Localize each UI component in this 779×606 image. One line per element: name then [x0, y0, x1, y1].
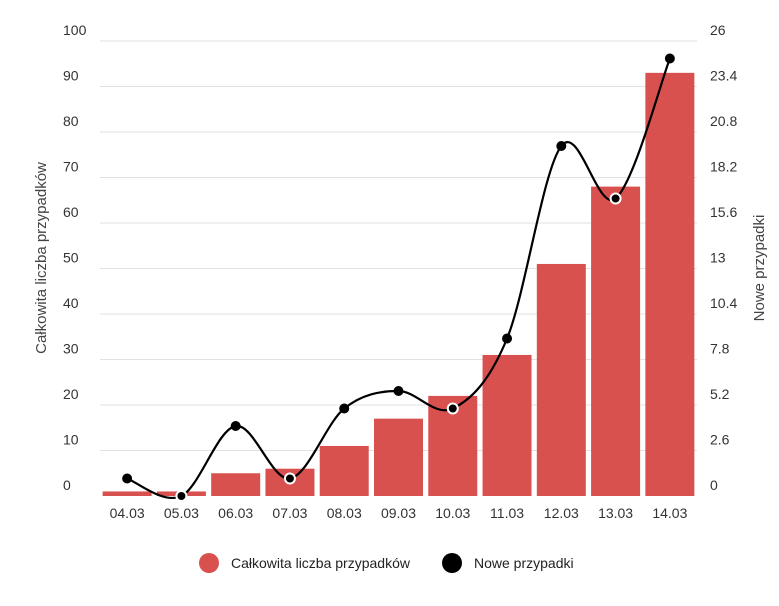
bar[interactable]	[536, 263, 586, 496]
x-tick-label: 10.03	[435, 505, 470, 521]
left-tick-label: 90	[63, 68, 79, 84]
x-tick-label: 11.03	[490, 505, 524, 521]
right-tick-label: 5.2	[710, 386, 730, 402]
x-tick-label: 05.03	[164, 505, 199, 521]
line-point[interactable]	[502, 333, 513, 344]
line-point[interactable]	[283, 472, 296, 485]
legend: Całkowita liczba przypadków Nowe przypad…	[199, 553, 574, 573]
right-tick-label: 26	[710, 22, 726, 38]
x-axis-ticks: 04.03 05.03 06.03 07.03 08.03 09.03 10.03 11.03…	[110, 505, 688, 521]
line-point[interactable]	[175, 490, 188, 502]
bar[interactable]	[211, 473, 261, 496]
line-point[interactable]	[339, 403, 350, 414]
right-tick-label: 10.4	[710, 295, 737, 311]
left-tick-label: 70	[63, 159, 79, 175]
bar[interactable]	[102, 491, 152, 496]
right-tick-label: 20.8	[710, 113, 737, 129]
bar[interactable]	[482, 354, 532, 496]
left-tick-label: 10	[63, 432, 79, 448]
right-tick-label: 2.6	[710, 432, 730, 448]
legend-item-total[interactable]: Całkowita liczba przypadków	[199, 553, 411, 573]
x-tick-label: 08.03	[327, 505, 362, 521]
right-axis-title: Nowe przypadki	[751, 215, 768, 322]
left-tick-label: 100	[63, 22, 87, 38]
x-tick-label: 09.03	[381, 505, 416, 521]
x-tick-label: 04.03	[110, 505, 145, 521]
right-tick-label: 0	[710, 477, 718, 493]
legend-label-total: Całkowita liczba przypadków	[231, 555, 411, 571]
line-point[interactable]	[556, 141, 567, 151]
left-axis-ticks: 0 10 20 30 40 50 60 70 80 90 100	[63, 22, 87, 493]
line-point[interactable]	[122, 473, 133, 484]
bar[interactable]	[374, 418, 423, 496]
left-tick-label: 80	[63, 113, 79, 129]
line-series	[122, 53, 675, 502]
right-tick-label: 18.2	[710, 159, 737, 175]
bar[interactable]	[645, 72, 695, 496]
grid-lines	[100, 40, 697, 451]
left-tick-label: 30	[63, 341, 79, 357]
left-axis-title: Całkowita liczba przypadków	[33, 162, 50, 354]
left-tick-label: 50	[63, 250, 79, 266]
line-point[interactable]	[393, 386, 404, 396]
legend-item-new[interactable]: Nowe przypadki	[442, 553, 574, 573]
bar[interactable]	[319, 445, 369, 496]
bar[interactable]	[591, 186, 641, 496]
x-tick-label: 06.03	[218, 505, 253, 521]
line-point[interactable]	[230, 421, 241, 431]
x-tick-label: 13.03	[598, 505, 633, 521]
left-tick-label: 40	[63, 295, 79, 311]
right-tick-label: 23.4	[710, 68, 737, 84]
bar-series	[102, 72, 695, 496]
right-tick-label: 13	[710, 250, 726, 266]
x-tick-label: 12.03	[544, 505, 579, 521]
left-tick-label: 60	[63, 204, 79, 220]
legend-label-new: Nowe przypadki	[474, 555, 574, 571]
right-axis-ticks: 0 2.6 5.2 7.8 10.4 13 15.6 18.2 20.8 23.4 26	[710, 22, 737, 493]
right-tick-label: 15.6	[710, 204, 737, 220]
line-point[interactable]	[664, 53, 675, 64]
x-tick-label: 14.03	[652, 505, 687, 521]
left-tick-label: 20	[63, 386, 79, 402]
legend-line-swatch	[442, 553, 462, 573]
legend-bar-swatch	[199, 553, 219, 573]
line-point[interactable]	[609, 192, 622, 205]
line-point[interactable]	[446, 402, 459, 415]
x-tick-label: 07.03	[272, 505, 307, 521]
right-tick-label: 7.8	[710, 341, 730, 357]
left-tick-label: 0	[63, 477, 71, 493]
